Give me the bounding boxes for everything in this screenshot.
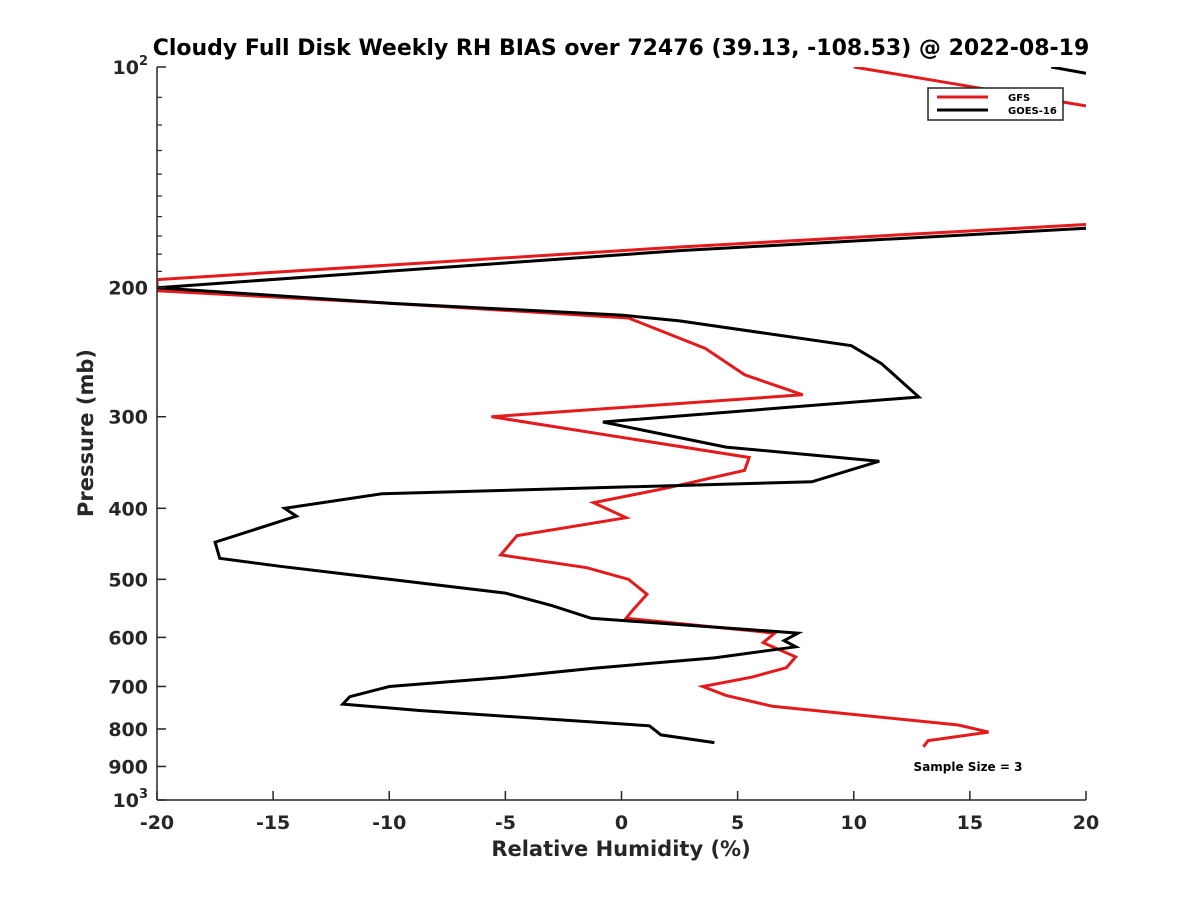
y-tick-label: 102: [113, 54, 149, 79]
y-tick-label: 300: [108, 407, 148, 429]
y-tick-label: 700: [108, 676, 148, 698]
y-tick-label: 800: [108, 719, 148, 741]
x-tick-label: -10: [372, 812, 406, 834]
y-tick-label: 900: [108, 756, 148, 778]
x-tick-label: 0: [615, 812, 628, 834]
y-tick-label: 600: [108, 627, 148, 649]
legend: GFS GOES-16: [927, 87, 1064, 121]
series-line-goes-16: [157, 67, 1086, 745]
x-tick-label: -20: [140, 812, 174, 834]
y-axis-label: Pressure (mb): [74, 349, 98, 517]
y-axis-ticks: 102 200 300 400 500 600 700 800 900 103: [108, 54, 166, 812]
series-line-gfs: [157, 67, 1086, 748]
axes-frame: [156, 67, 1086, 801]
sample-size-annotation: Sample Size = 3: [914, 760, 1023, 774]
x-tick-label: 20: [1073, 812, 1099, 834]
y-tick-label: 400: [108, 498, 148, 520]
x-axis-label: Relative Humidity (%): [491, 837, 750, 861]
x-tick-label: -5: [495, 812, 516, 834]
x-axis-ticks: -20 -15 -10 -5 0 5 10 15 20: [140, 791, 1099, 834]
chart-title: Cloudy Full Disk Weekly RH BIAS over 724…: [153, 36, 1090, 61]
series-layer: [157, 67, 1086, 748]
legend-box: [927, 87, 1064, 121]
y-tick-label: 103: [113, 787, 149, 812]
x-tick-label: 15: [957, 812, 983, 834]
legend-label: GFS: [1008, 93, 1030, 104]
x-tick-label: 10: [841, 812, 867, 834]
y-tick-label: 500: [108, 569, 148, 591]
x-tick-label: -15: [256, 812, 290, 834]
x-tick-label: 5: [731, 812, 744, 834]
y-tick-label: 200: [108, 278, 148, 300]
legend-label: GOES-16: [1008, 106, 1057, 117]
